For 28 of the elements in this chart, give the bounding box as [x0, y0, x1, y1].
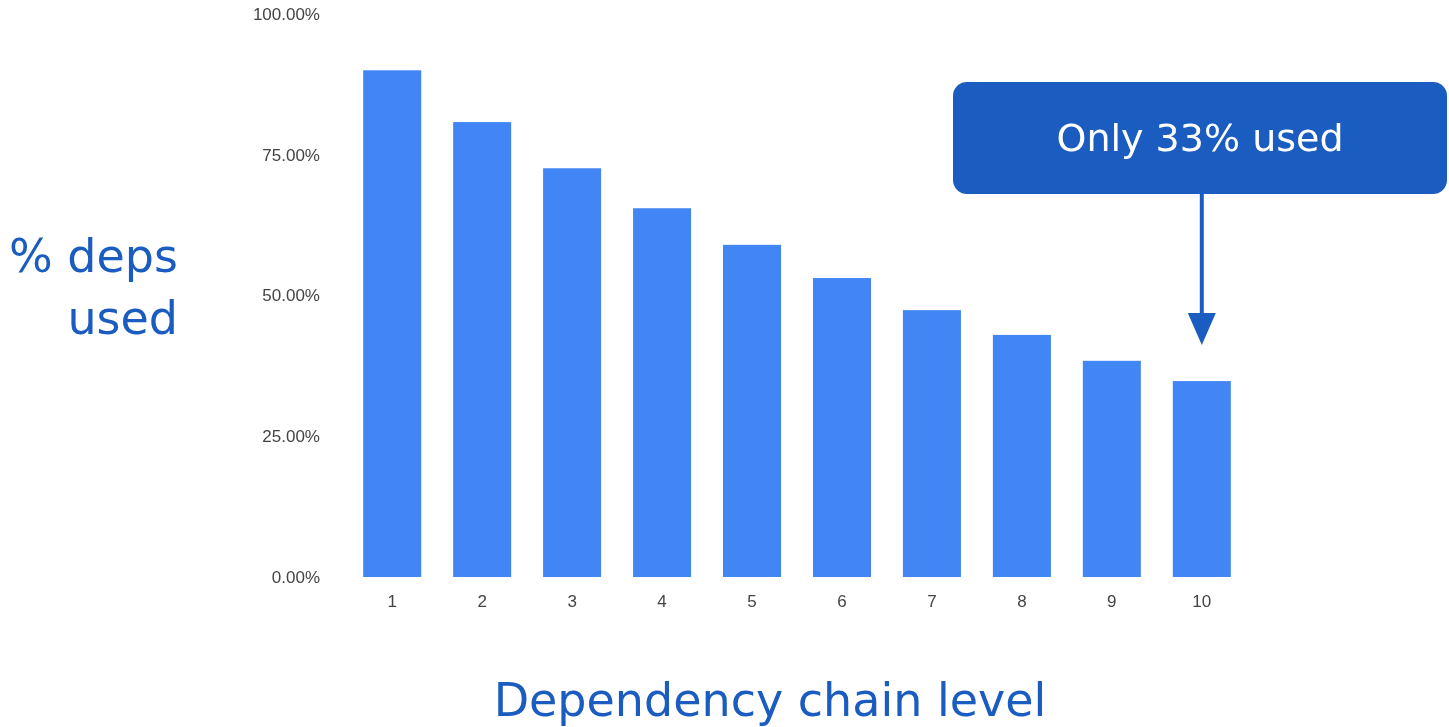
x-tick-label: 8 [1017, 592, 1027, 611]
x-tick-label: 5 [747, 592, 757, 611]
bar [992, 334, 1051, 577]
bar [543, 168, 602, 577]
x-tick-label: 6 [837, 592, 847, 611]
y-axis-title: % deps used [9, 229, 178, 346]
x-tick-label: 7 [927, 592, 937, 611]
y-tick-label: 100.00% [252, 4, 320, 24]
x-tick-label: 9 [1107, 592, 1117, 611]
bar [363, 70, 422, 577]
x-tick-label: 1 [387, 592, 397, 611]
x-axis-title: Dependency chain level [493, 673, 1047, 727]
x-tick-label: 4 [657, 592, 667, 611]
bar [812, 278, 871, 577]
y-tick-label: 75.00% [262, 145, 320, 165]
annotation: Only 33% used [1056, 116, 1344, 161]
bar [453, 122, 512, 577]
bar [1082, 360, 1141, 577]
bar [1172, 381, 1231, 577]
x-tick-label: 2 [477, 592, 487, 611]
x-tick-label: 3 [567, 592, 577, 611]
y-tick-label: 0.00% [271, 567, 320, 587]
x-tick-label: 10 [1192, 592, 1212, 611]
y-tick-label: 50.00% [262, 286, 320, 306]
bar [902, 310, 961, 577]
bar [723, 244, 782, 577]
y-tick-label: 25.00% [262, 427, 320, 447]
bar [633, 208, 692, 577]
